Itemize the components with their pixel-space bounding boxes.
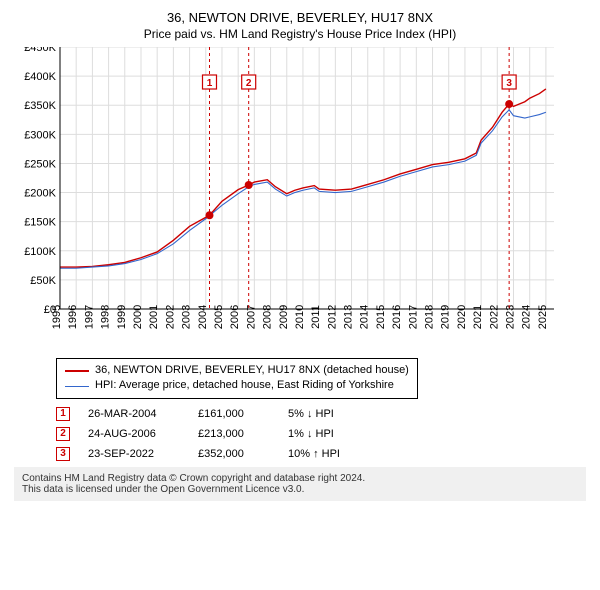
svg-text:2025: 2025	[537, 305, 549, 329]
svg-text:2012: 2012	[326, 305, 338, 329]
legend-item: 36, NEWTON DRIVE, BEVERLEY, HU17 8NX (de…	[65, 363, 409, 378]
transaction-price: £213,000	[198, 428, 270, 440]
svg-text:1995: 1995	[51, 305, 63, 329]
transaction-marker: 1	[56, 407, 70, 421]
transaction-delta: 1% ↓ HPI	[288, 428, 334, 440]
transaction-marker: 3	[56, 447, 70, 461]
svg-text:2021: 2021	[472, 305, 484, 329]
svg-text:1998: 1998	[100, 305, 112, 329]
svg-text:£350K: £350K	[24, 100, 56, 112]
transaction-row: 2 24-AUG-2006 £213,000 1% ↓ HPI	[56, 427, 586, 441]
svg-text:1996: 1996	[67, 305, 79, 329]
license-line-1: Contains HM Land Registry data © Crown c…	[22, 473, 578, 484]
svg-text:2001: 2001	[148, 305, 160, 329]
legend: 36, NEWTON DRIVE, BEVERLEY, HU17 8NX (de…	[56, 358, 418, 399]
svg-text:2002: 2002	[164, 305, 176, 329]
svg-text:2022: 2022	[488, 305, 500, 329]
svg-text:2019: 2019	[440, 305, 452, 329]
svg-text:2009: 2009	[278, 305, 290, 329]
license-footer: Contains HM Land Registry data © Crown c…	[14, 467, 586, 501]
legend-label: 36, NEWTON DRIVE, BEVERLEY, HU17 8NX (de…	[95, 363, 409, 378]
svg-text:2008: 2008	[262, 305, 274, 329]
svg-text:2024: 2024	[521, 305, 533, 329]
transactions-table: 1 26-MAR-2004 £161,000 5% ↓ HPI 2 24-AUG-2006…	[56, 407, 586, 461]
title-line-1: 36, NEWTON DRIVE, BEVERLEY, HU17 8NX	[14, 10, 586, 25]
price-chart: £0£50K£100K£150K£200K£250K£300K£350K£400…	[14, 47, 554, 347]
svg-text:2013: 2013	[343, 305, 355, 329]
svg-text:3: 3	[506, 78, 512, 89]
svg-text:2015: 2015	[375, 305, 387, 329]
transaction-delta: 10% ↑ HPI	[288, 448, 340, 460]
legend-swatch	[65, 370, 89, 372]
svg-text:1: 1	[207, 78, 213, 89]
svg-text:£250K: £250K	[24, 158, 56, 170]
transaction-date: 23-SEP-2022	[88, 448, 180, 460]
svg-text:2: 2	[246, 78, 252, 89]
svg-text:2000: 2000	[132, 305, 144, 329]
svg-text:2014: 2014	[359, 305, 371, 329]
svg-text:2004: 2004	[197, 305, 209, 329]
svg-text:2010: 2010	[294, 305, 306, 329]
chart-container: 36, NEWTON DRIVE, BEVERLEY, HU17 8NX Pri…	[0, 0, 600, 509]
svg-text:2018: 2018	[424, 305, 436, 329]
svg-text:2005: 2005	[213, 305, 225, 329]
transaction-marker: 2	[56, 427, 70, 441]
transaction-row: 1 26-MAR-2004 £161,000 5% ↓ HPI	[56, 407, 586, 421]
legend-label: HPI: Average price, detached house, East…	[95, 378, 394, 393]
transaction-delta: 5% ↓ HPI	[288, 408, 334, 420]
transaction-row: 3 23-SEP-2022 £352,000 10% ↑ HPI	[56, 447, 586, 461]
svg-text:£400K: £400K	[24, 71, 56, 83]
svg-text:£300K: £300K	[24, 129, 56, 141]
svg-text:2017: 2017	[407, 305, 419, 329]
svg-text:£100K: £100K	[24, 246, 56, 258]
transaction-date: 26-MAR-2004	[88, 408, 180, 420]
svg-text:£150K: £150K	[24, 217, 56, 229]
svg-text:2020: 2020	[456, 305, 468, 329]
svg-text:£450K: £450K	[24, 47, 56, 54]
transaction-price: £352,000	[198, 448, 270, 460]
svg-text:2006: 2006	[229, 305, 241, 329]
svg-text:2016: 2016	[391, 305, 403, 329]
svg-text:2023: 2023	[505, 305, 517, 329]
license-line-2: This data is licensed under the Open Gov…	[22, 484, 578, 495]
legend-item: HPI: Average price, detached house, East…	[65, 378, 409, 393]
legend-swatch	[65, 386, 89, 387]
svg-text:2007: 2007	[245, 305, 257, 329]
transaction-date: 24-AUG-2006	[88, 428, 180, 440]
svg-text:2003: 2003	[181, 305, 193, 329]
chart-area: £0£50K£100K£150K£200K£250K£300K£350K£400…	[14, 47, 586, 352]
svg-text:1997: 1997	[83, 305, 95, 329]
svg-text:1999: 1999	[116, 305, 128, 329]
transaction-price: £161,000	[198, 408, 270, 420]
svg-text:£200K: £200K	[24, 188, 56, 200]
svg-text:£50K: £50K	[30, 275, 56, 287]
title-line-2: Price paid vs. HM Land Registry's House …	[14, 27, 586, 41]
